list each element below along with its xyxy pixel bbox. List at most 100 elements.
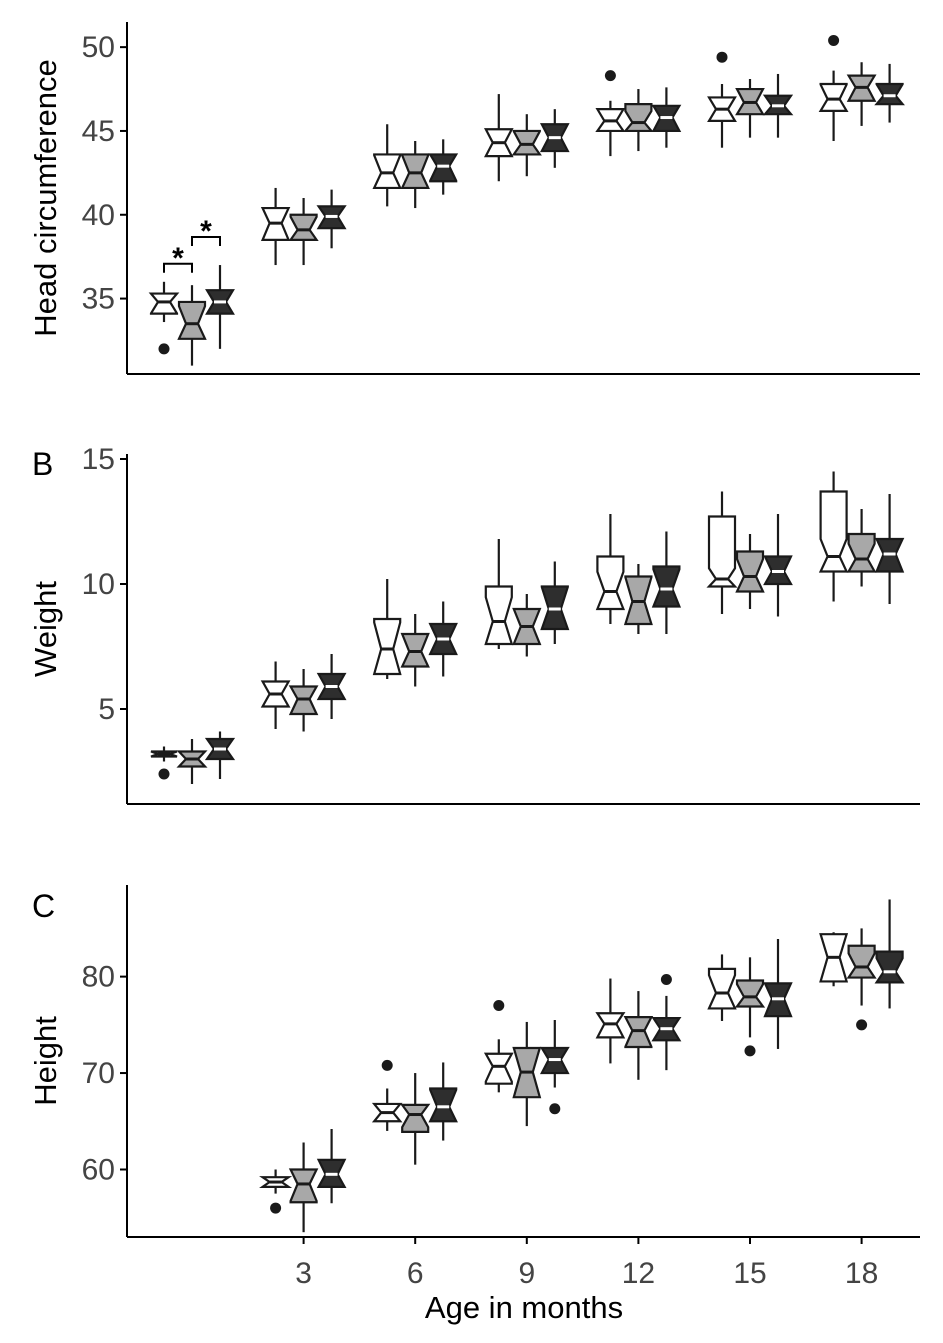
box-age-3-group-3 — [316, 1128, 347, 1204]
box-age-9-group-1 — [483, 1000, 514, 1093]
notched-box — [148, 292, 180, 315]
notched-box — [428, 153, 459, 183]
y-axis-title: Height — [28, 1016, 63, 1106]
box-age-18-group-3 — [874, 494, 905, 604]
significance-star: * — [172, 242, 184, 275]
notched-box — [846, 532, 877, 573]
outlier-point — [270, 1202, 282, 1214]
outlier-point — [744, 1045, 756, 1057]
box-age-3-group-2 — [288, 1142, 319, 1233]
notched-box — [288, 213, 319, 242]
notched-box — [734, 979, 766, 1008]
notched-box — [595, 555, 626, 611]
box-age-12-group-2 — [623, 89, 654, 152]
notched-box — [874, 82, 905, 106]
notched-box — [707, 967, 737, 1010]
y-tick-label: 60 — [82, 1153, 115, 1186]
box-age-15-group-1 — [707, 954, 737, 1021]
notched-box — [372, 153, 402, 190]
notched-box — [874, 950, 905, 984]
box-age-0-group-1 — [148, 281, 180, 355]
box-age-12-group-1 — [595, 70, 626, 157]
notched-box — [400, 1103, 431, 1133]
x-tick-label: 15 — [733, 1257, 766, 1290]
outlier-point — [158, 768, 170, 780]
y-axis-title: Head circumference — [28, 59, 63, 336]
panel-1: 35 40 45 50 Head circumference * * — [28, 22, 920, 375]
box-age-9-group-2 — [512, 1021, 542, 1127]
box-age-3-group-2 — [288, 198, 319, 266]
box-age-0-group-2 — [176, 739, 208, 784]
y-tick-label: 10 — [82, 568, 115, 601]
notched-box — [846, 944, 877, 979]
box-age-18-group-2 — [846, 928, 877, 1031]
box-age-3-group-3 — [316, 654, 347, 719]
x-tick-label: 18 — [845, 1257, 878, 1290]
box-age-3-group-2 — [288, 669, 319, 732]
y-tick-label: 70 — [82, 1057, 115, 1090]
outlier-point — [493, 1000, 505, 1012]
box-age-9-group-1 — [483, 94, 514, 182]
box-age-9-group-1 — [484, 539, 514, 649]
outlier-point — [660, 974, 672, 986]
box-age-9-group-3 — [539, 109, 570, 168]
box-age-15-group-2 — [735, 78, 765, 138]
box-age-12-group-2 — [623, 991, 654, 1080]
y-tick-label: 40 — [82, 199, 115, 232]
box-age-9-group-2 — [512, 594, 542, 657]
notched-box — [818, 82, 849, 112]
notched-box — [484, 585, 514, 646]
panel-label: C — [32, 888, 55, 924]
outlier-point — [381, 1059, 393, 1071]
box-age-6-group-3 — [428, 601, 458, 677]
significance-bracket: * — [163, 242, 193, 275]
notched-box — [428, 1087, 458, 1123]
box-age-15-group-1 — [707, 51, 737, 148]
x-tick-label: 12 — [622, 1257, 655, 1290]
notched-box — [483, 1052, 514, 1085]
outlier-point — [604, 70, 616, 82]
box-age-0-group-3 — [204, 731, 236, 779]
notched-box — [372, 617, 402, 676]
box-age-18-group-1 — [818, 34, 849, 142]
box-age-6-group-2 — [400, 141, 430, 209]
box-age-12-group-1 — [595, 514, 626, 624]
notched-box — [511, 129, 542, 156]
notched-box — [288, 1168, 319, 1204]
y-axis-title: Weight — [28, 581, 63, 677]
panel-3: 60 70 80 3 6 9 12 15 18 Height C — [28, 885, 920, 1290]
x-tick-label: 9 — [518, 1257, 535, 1290]
box-age-15-group-3 — [763, 514, 793, 617]
outlier-point — [549, 1103, 561, 1115]
y-tick-label: 50 — [82, 31, 115, 64]
box-age-18-group-1 — [818, 471, 849, 602]
box-age-6-group-3 — [428, 139, 459, 195]
box-age-15-group-3 — [763, 939, 793, 1049]
notched-box — [818, 490, 849, 573]
box-age-12-group-2 — [623, 564, 653, 634]
y-tick-label: 80 — [82, 961, 115, 994]
significance-star: * — [200, 215, 212, 248]
y-tick-label: 15 — [82, 443, 115, 476]
box-age-9-group-2 — [511, 114, 542, 177]
box-age-3-group-1 — [260, 661, 291, 729]
box-age-18-group-3 — [874, 63, 905, 123]
box-age-12-group-3 — [651, 531, 682, 634]
box-age-9-group-3 — [540, 561, 570, 644]
panel-label: B — [32, 446, 53, 482]
box-age-15-group-1 — [706, 491, 738, 614]
box-age-15-group-2 — [734, 957, 766, 1057]
notched-box — [706, 515, 738, 588]
box-age-12-group-1 — [595, 978, 626, 1064]
y-tick-label: 5 — [98, 693, 115, 726]
significance-bracket: * — [191, 215, 221, 248]
outlier-point — [716, 51, 728, 63]
notched-box — [623, 103, 654, 133]
x-tick-label: 6 — [407, 1257, 424, 1290]
box-age-9-group-3 — [539, 1020, 570, 1115]
panel-2: 5 10 15 Weight B — [28, 443, 920, 805]
notched-box — [735, 550, 765, 593]
box-age-18-group-1 — [819, 932, 849, 987]
box-age-6-group-1 — [372, 124, 402, 207]
